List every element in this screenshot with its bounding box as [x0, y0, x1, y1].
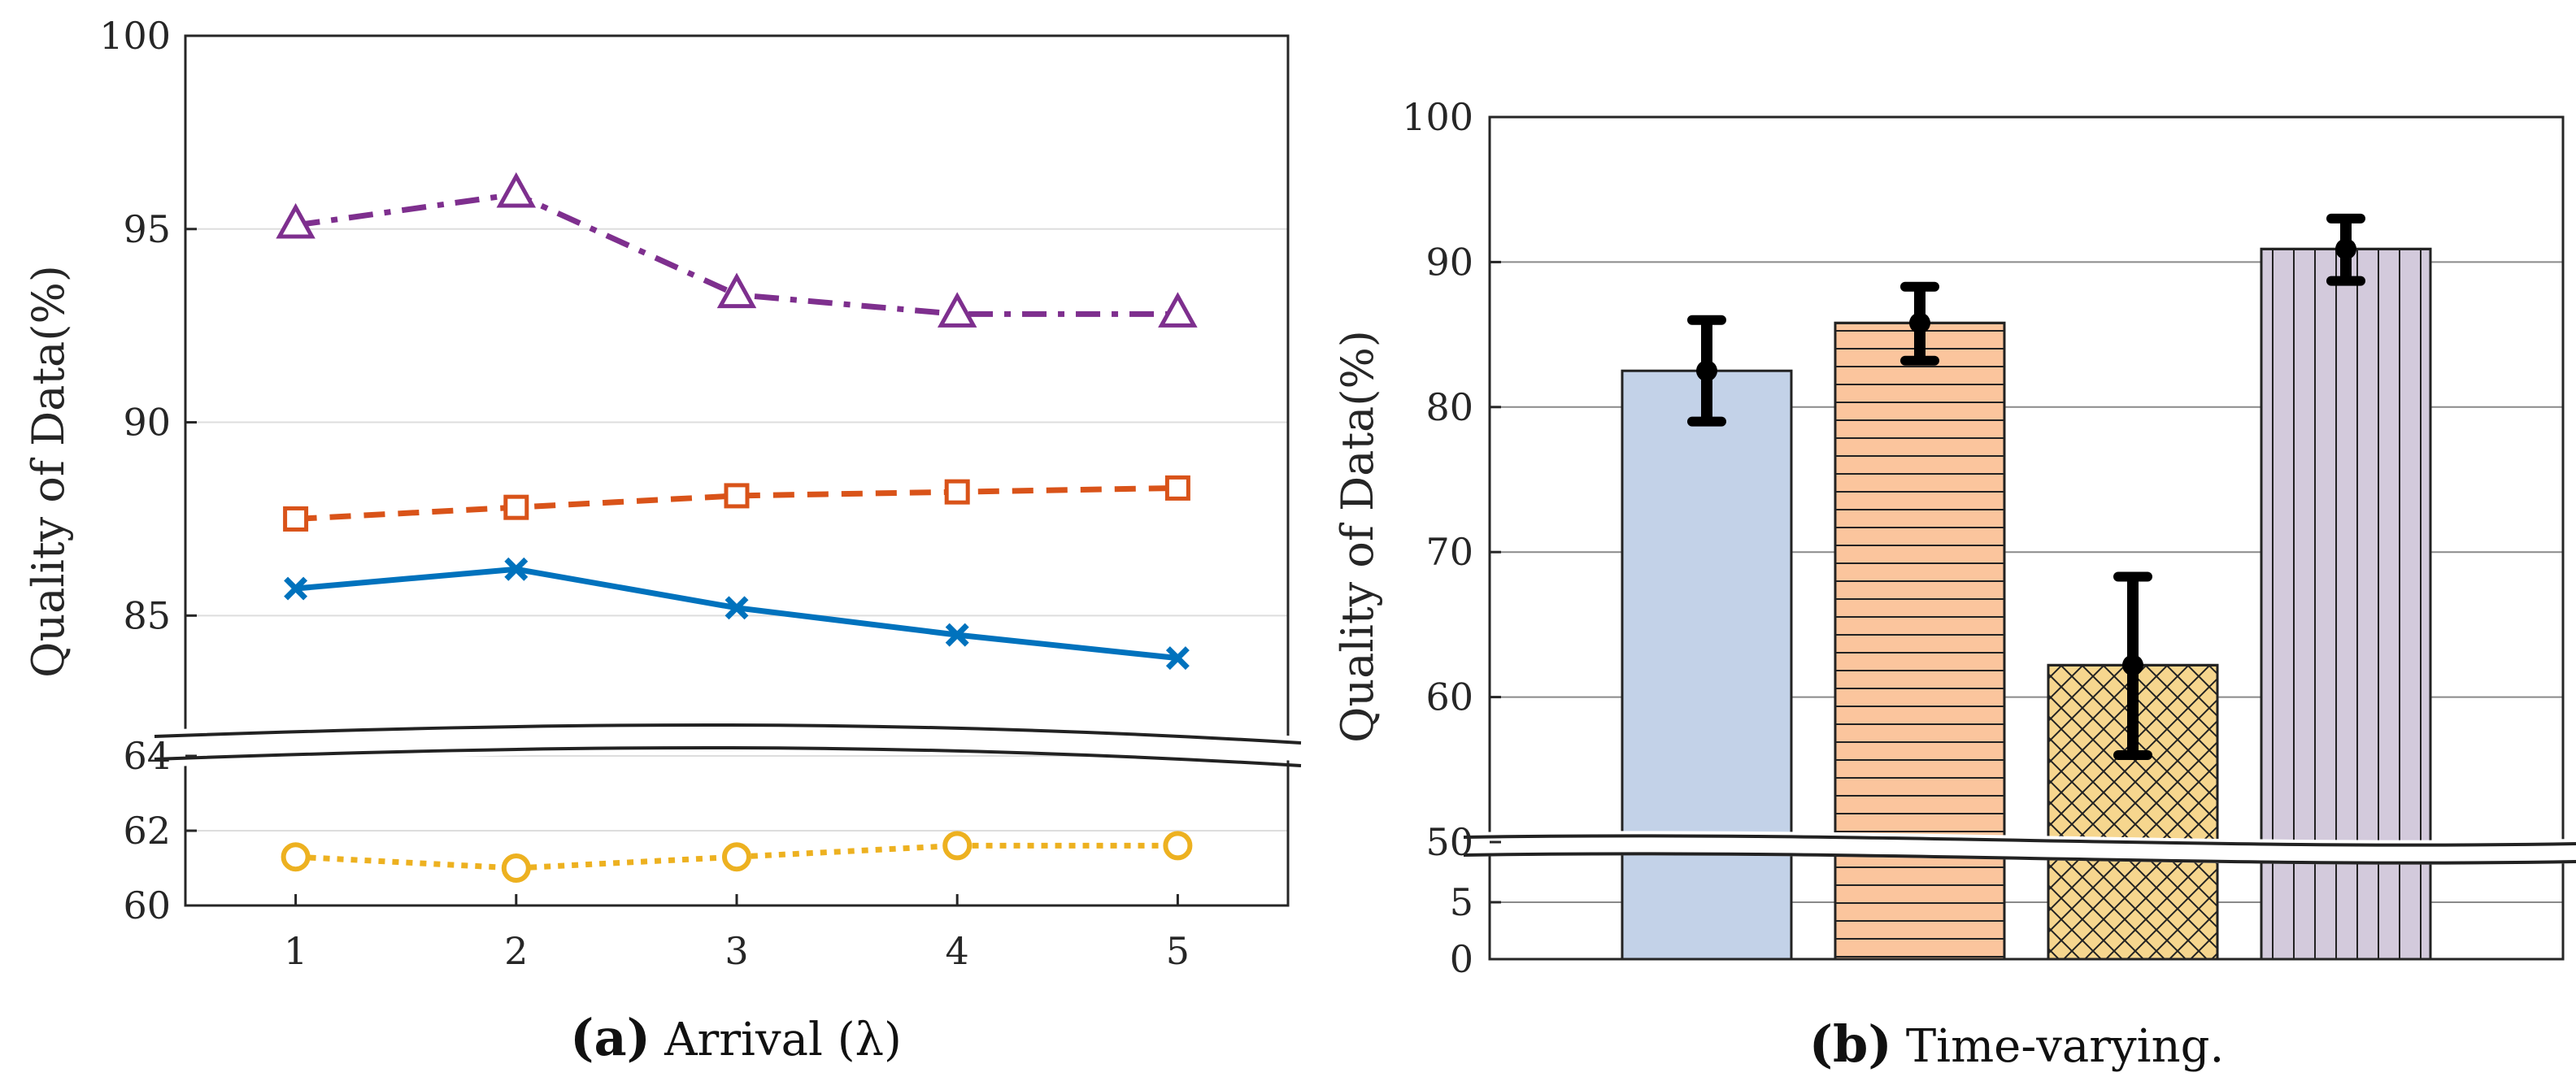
series-blue-x: [284, 557, 1190, 671]
panel-b-ytick-label: 5: [1450, 880, 1473, 924]
series-yellow-circle-point: [281, 842, 311, 872]
bar-orange-hatch: [1834, 321, 2006, 961]
panel-a-ytick-label: 90: [123, 401, 171, 445]
panel-a-caption: (a) Arrival (λ): [570, 1008, 902, 1067]
series-purple-triangle-point: [937, 292, 977, 328]
series-yellow-circle-point: [1163, 831, 1193, 861]
panel-b-ylabel: Quality of Data(%): [1332, 330, 1383, 743]
panel-b-ytick-label: 70: [1425, 530, 1473, 574]
panel-a-ytick-label: 64: [123, 734, 171, 778]
panel-a-xtick-label: 4: [946, 929, 969, 973]
panel-a-ylabel: Quality of Data(%): [23, 265, 74, 678]
series-blue-x-point: [504, 557, 529, 581]
series-blue-x-point: [284, 576, 308, 601]
series-yellow-circle-point: [942, 831, 973, 861]
panel-a-ytick-label: 62: [123, 809, 171, 853]
bar-purple-mean-dot: [2335, 238, 2356, 260]
series-blue-x-point: [945, 623, 969, 647]
series-yellow-circle: [281, 831, 1193, 883]
panel-b-ytick-label: 60: [1425, 675, 1473, 719]
series-blue-x-line: [295, 566, 1178, 662]
panel-a-ytick-label: 95: [123, 207, 171, 251]
bar-orange-mean-dot: [1909, 312, 1930, 334]
panel-a-axis-break: [154, 718, 1302, 767]
panel-b-caption-text: Time-varying.: [1906, 1020, 2224, 1073]
series-orange-square: [283, 475, 1190, 532]
panel-a-xtick-label: 3: [724, 929, 748, 973]
bar-yellow-mean-dot: [2122, 654, 2143, 676]
series-orange-square-point: [724, 483, 750, 509]
series-orange-square-point: [503, 494, 529, 520]
series-purple-triangle-point: [496, 172, 537, 208]
panel-a-ytick-label: 60: [123, 884, 171, 927]
series-yellow-circle-point: [722, 842, 751, 872]
series-purple-triangle-point: [276, 202, 315, 239]
series-orange-square-point: [1164, 475, 1190, 501]
series-orange-square-line: [295, 484, 1178, 522]
series-blue-x-point: [724, 596, 749, 620]
bar-blue-errorbar: [1687, 315, 1726, 427]
panel-a-caption-text: Arrival (λ): [664, 1014, 902, 1066]
panel-a-xtick-label: 2: [504, 929, 528, 973]
panel-b-frame: [1488, 115, 2565, 961]
panel-b-ytick-label: 0: [1450, 937, 1473, 981]
bar-yellow-errorbar: [2113, 571, 2152, 760]
series-blue-x-point: [1165, 646, 1190, 671]
panel-b-caption: (b) Time-varying.: [1809, 1014, 2225, 1074]
series-purple-triangle-point: [716, 272, 757, 309]
panel-a-xtick-label: 1: [284, 929, 307, 973]
series-yellow-circle-point: [501, 853, 531, 883]
panel-a-ytick-label: 100: [99, 14, 171, 58]
bar-blue-mean-dot: [1696, 360, 1717, 382]
panel-a-frame: [184, 34, 1290, 907]
panel-b-caption-letter: (b): [1809, 1014, 1892, 1074]
bar-orange-errorbar: [1900, 281, 1939, 366]
series-purple-triangle-line: [295, 191, 1178, 317]
series-orange-square-point: [944, 479, 970, 505]
panel-b-ytick-label: 90: [1425, 240, 1473, 284]
panel-b-ytick-label: 50: [1425, 820, 1473, 864]
panel-b-ytick-label: 100: [1402, 95, 1473, 139]
panel-b-ytick-label: 80: [1425, 385, 1473, 429]
panel-a-ytick-label: 85: [123, 593, 171, 637]
series-yellow-circle-line: [295, 842, 1178, 871]
panel-b-axis-break: [1463, 831, 2576, 865]
panel-a-xtick-label: 5: [1166, 929, 1190, 973]
bar-purple-errorbar: [2326, 213, 2365, 286]
series-purple-triangle-point: [1158, 292, 1198, 328]
panel-a-caption-letter: (a): [570, 1008, 651, 1067]
series-purple-triangle: [276, 172, 1198, 328]
panel-b-bar-chart: 50 60 70 80 90 100 0 5 Quality of Data(%) (b) T…: [1332, 95, 2576, 1074]
bar-blue: [1621, 369, 1793, 961]
series-orange-square-point: [283, 506, 309, 532]
